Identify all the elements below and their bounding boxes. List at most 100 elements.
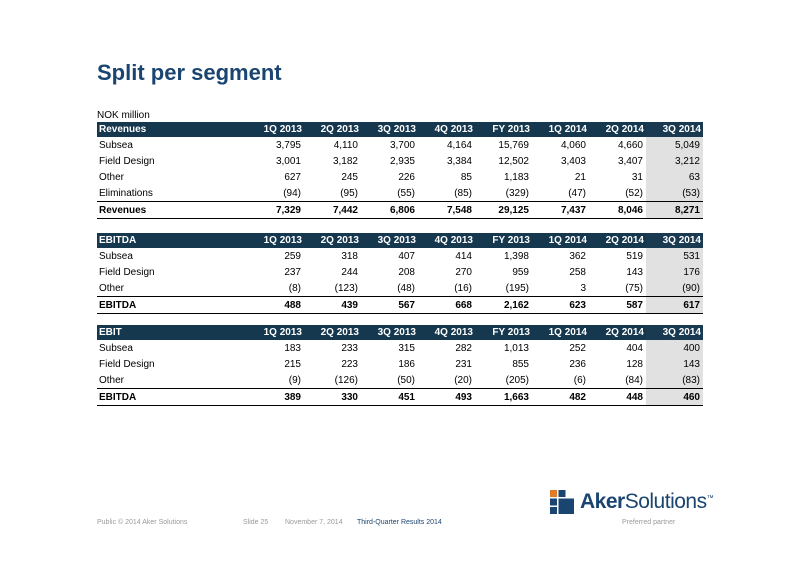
table-cell: 407 — [398, 250, 415, 262]
table-cell: 183 — [284, 342, 301, 354]
table-cell: 282 — [455, 342, 472, 354]
table-cell: 1,013 — [503, 342, 529, 354]
table-row: Other 627 245 226 85 1,183 21 31 63 — [97, 169, 703, 185]
column-header: 2Q 2013 — [304, 325, 361, 340]
table-cell: 3,384 — [446, 155, 472, 167]
table-cell: 3,212 — [646, 153, 703, 169]
table-cell: 270 — [455, 266, 472, 278]
table-cell: (123) — [334, 282, 358, 294]
page-title: Split per segment — [97, 60, 282, 85]
table-cell: 186 — [398, 358, 415, 370]
row-label: Other — [99, 374, 125, 386]
column-header: 2Q 2013 — [304, 233, 361, 248]
row-label: EBITDA — [97, 388, 247, 406]
table-row: Subsea 259 318 407 414 1,398 362 519 531 — [97, 248, 703, 264]
table-cell: 531 — [646, 248, 703, 264]
table-cell: 587 — [589, 296, 646, 314]
table-cell: 6,806 — [361, 201, 418, 219]
table-cell: 3,795 — [275, 139, 301, 151]
table-cell: (126) — [334, 374, 358, 386]
column-header: 3Q 2013 — [361, 233, 418, 248]
table-cell: 448 — [589, 388, 646, 406]
column-header: 2Q 2014 — [589, 122, 646, 137]
table-cell: 404 — [626, 342, 643, 354]
table-cell: (195) — [505, 282, 529, 294]
table-cell: 7,548 — [418, 201, 475, 219]
table-cell: 315 — [398, 342, 415, 354]
table-cell: (52) — [625, 187, 643, 199]
table-header-label: EBITDA — [97, 233, 247, 248]
table-header-row: EBITDA 1Q 2013 2Q 2013 3Q 2013 4Q 2013 FY 201… — [97, 233, 703, 248]
table-cell: (47) — [568, 187, 586, 199]
table-cell: 3,001 — [275, 155, 301, 167]
column-header: 1Q 2014 — [532, 122, 589, 137]
table-cell: 3 — [580, 282, 586, 294]
table-cell: 7,329 — [247, 201, 304, 219]
table-cell: 1,663 — [475, 388, 532, 406]
table-cell: 29,125 — [475, 201, 532, 219]
column-header: 3Q 2013 — [361, 325, 418, 340]
table-header-label: EBIT — [97, 325, 247, 340]
table-cell: 4,164 — [446, 139, 472, 151]
footer-tagline: Preferred partner — [622, 519, 676, 526]
column-header: 4Q 2013 — [418, 325, 475, 340]
table-cell: 389 — [247, 388, 304, 406]
table-cell: 330 — [304, 388, 361, 406]
column-header: 3Q 2014 — [646, 325, 703, 340]
table-cell: 4,660 — [617, 139, 643, 151]
table-row: Field Design 3,001 3,182 2,935 3,384 12,502 3,… — [97, 153, 703, 169]
table-cell: 2,162 — [475, 296, 532, 314]
table-row: Other (9) (126) (50) (20) (205) (6) (84) (83) — [97, 372, 703, 389]
table-cell: 259 — [284, 250, 301, 262]
table-cell: (20) — [454, 374, 472, 386]
table-cell: 5,049 — [646, 137, 703, 153]
table-cell: 85 — [460, 171, 472, 183]
column-header: 2Q 2014 — [589, 325, 646, 340]
column-header: 3Q 2013 — [361, 122, 418, 137]
table-cell: 143 — [646, 356, 703, 372]
table-cell: (90) — [646, 280, 703, 297]
aker-logo-icon — [550, 490, 574, 514]
footer-copyright: Public © 2014 Aker Solutions — [97, 519, 188, 526]
footer-slide-number: Slide 25 — [243, 519, 269, 526]
table-cell: 4,110 — [333, 139, 358, 151]
table-cell: 128 — [626, 358, 643, 370]
column-header: FY 2013 — [475, 122, 532, 137]
column-header: 3Q 2014 — [646, 122, 703, 137]
row-label: Field Design — [99, 266, 155, 278]
table-cell: 414 — [455, 250, 472, 262]
table-cell: (16) — [454, 282, 472, 294]
revenues-table: Revenues 1Q 2013 2Q 2013 3Q 2013 4Q 2013 FY 2… — [97, 122, 703, 219]
row-label: Field Design — [99, 358, 155, 370]
ebitda-table: EBITDA 1Q 2013 2Q 2013 3Q 2013 4Q 2013 FY 201… — [97, 233, 703, 314]
table-cell: (95) — [340, 187, 358, 199]
table-total-row: Revenues 7,329 7,442 6,806 7,548 29,125 7,437 8… — [97, 201, 703, 219]
column-header: 1Q 2013 — [247, 233, 304, 248]
table-cell: 237 — [284, 266, 301, 278]
table-row: Other (8) (123) (48) (16) (195) 3 (75) (90) — [97, 280, 703, 297]
column-header: 4Q 2013 — [418, 233, 475, 248]
table-header-row: EBIT 1Q 2013 2Q 2013 3Q 2013 4Q 2013 FY 2013 1… — [97, 325, 703, 340]
table-cell: 15,769 — [498, 139, 529, 151]
aker-solutions-logo: AkerSolutions™ — [550, 488, 714, 518]
table-cell: 7,437 — [532, 201, 589, 219]
table-total-row: EBITDA 488 439 567 668 2,162 623 587 617 — [97, 296, 703, 314]
table-cell: (50) — [397, 374, 415, 386]
table-total-row: EBITDA 389 330 451 493 1,663 482 448 460 — [97, 388, 703, 406]
table-cell: 252 — [569, 342, 586, 354]
table-cell: (75) — [625, 282, 643, 294]
column-header: 1Q 2013 — [247, 325, 304, 340]
table-cell: (6) — [573, 374, 586, 386]
table-cell: 460 — [646, 388, 703, 406]
table-row: Subsea 3,795 4,110 3,700 4,164 15,769 4,060 4,6… — [97, 137, 703, 153]
table-cell: 3,407 — [617, 155, 643, 167]
table-cell: 7,442 — [304, 201, 361, 219]
table-cell: 567 — [361, 296, 418, 314]
column-header: FY 2013 — [475, 233, 532, 248]
table-cell: (94) — [283, 187, 301, 199]
unit-label: NOK million — [97, 110, 150, 121]
table-row: Eliminations (94) (95) (55) (85) (329) (47) (52… — [97, 185, 703, 202]
table-cell: 623 — [532, 296, 589, 314]
table-cell: 8,046 — [589, 201, 646, 219]
table-cell: 4,060 — [560, 139, 586, 151]
